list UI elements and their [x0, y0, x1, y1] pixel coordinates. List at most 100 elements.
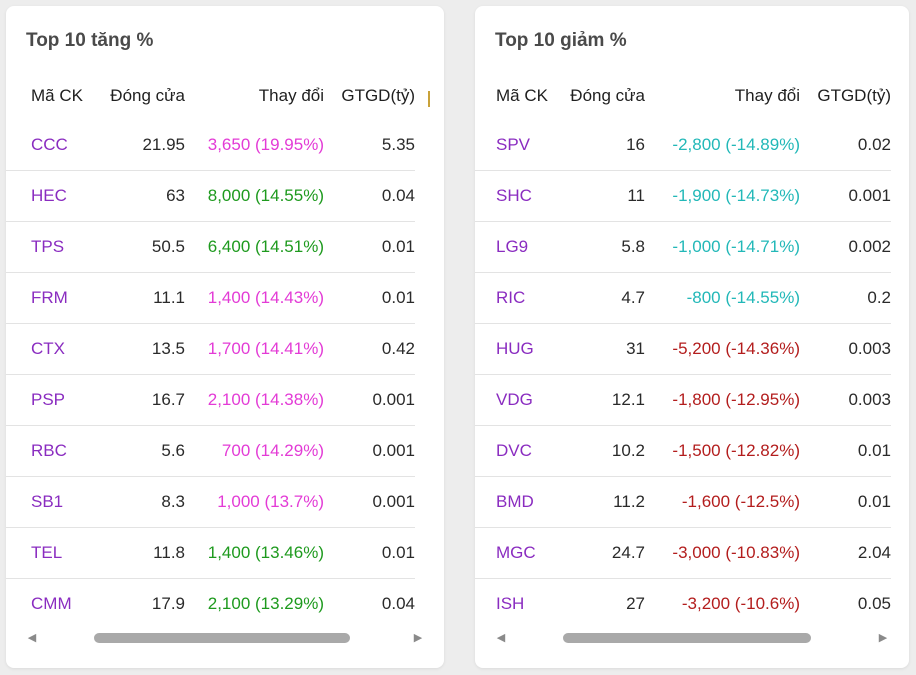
table-row[interactable]: RIC 4.7 -800 (-14.55%) 0.2 [475, 272, 891, 324]
close-price-cell: 27 [560, 578, 645, 629]
change-cell: -1,000 (-14.71%) [645, 221, 800, 273]
caret-left-icon[interactable]: ◀ [496, 632, 506, 644]
symbol-cell[interactable]: LG9 [475, 221, 560, 273]
close-price-cell: 13.5 [99, 323, 185, 375]
table-row[interactable]: ISH 27 -3,200 (-10.6%) 0.05 [475, 578, 891, 629]
change-cell: -5,200 (-14.36%) [645, 323, 800, 375]
horizontal-scrollbar[interactable]: ◀ ▶ [26, 630, 424, 646]
table-row[interactable]: DVC 10.2 -1,500 (-12.82%) 0.01 [475, 425, 891, 477]
column-header-change[interactable]: Thay đổi [734, 86, 800, 105]
change-cell: -3,000 (-10.83%) [645, 527, 800, 579]
symbol-cell[interactable]: CMM [6, 578, 99, 629]
symbol-cell[interactable]: TPS [6, 221, 99, 273]
symbol-cell[interactable]: SB1 [6, 476, 99, 528]
symbol-cell[interactable]: BMD [475, 476, 560, 528]
table-viewport[interactable]: Mã CK Đóng cửa Thay đổi GTGD(tỷ) SPV 16 -2… [475, 72, 909, 630]
table-row[interactable]: SPV 16 -2,800 (-14.89%) 0.02 [475, 120, 891, 171]
change-cell: 8,000 (14.55%) [185, 170, 324, 222]
caret-right-icon[interactable]: ▶ [413, 632, 423, 644]
close-price-cell: 10.2 [560, 425, 645, 477]
table-row[interactable]: FRM 11.1 1,400 (14.43%) 0.01 [6, 272, 415, 324]
trade-value-cell: 0.04 [324, 170, 415, 222]
trade-value-cell: 0.02 [857, 135, 891, 154]
table-row[interactable]: RBC 5.6 700 (14.29%) 0.001 [6, 425, 415, 477]
symbol-cell[interactable]: SHC [475, 170, 560, 222]
change-cell: -2,800 (-14.89%) [672, 135, 800, 154]
column-header-value[interactable]: GTGD(tỷ) [341, 86, 415, 105]
close-price-cell: 11 [560, 170, 645, 222]
scroll-track[interactable] [513, 633, 871, 643]
horizontal-scrollbar[interactable]: ◀ ▶ [495, 630, 889, 646]
symbol-cell[interactable]: ISH [475, 578, 560, 629]
close-price-cell: 12.1 [560, 374, 645, 426]
table-row[interactable]: TEL 11.8 1,400 (13.46%) 0.01 [6, 527, 415, 579]
symbol-cell[interactable]: FRM [6, 272, 99, 324]
symbol-cell[interactable]: DVC [475, 425, 560, 477]
caret-left-icon[interactable]: ◀ [27, 632, 37, 644]
column-header-value[interactable]: GTGD(tỷ) [817, 86, 891, 105]
table-row[interactable]: BMD 11.2 -1,600 (-12.5%) 0.01 [475, 476, 891, 528]
scroll-track[interactable] [44, 633, 406, 643]
symbol-cell[interactable]: PSP [6, 374, 99, 426]
table-row[interactable]: CCC 21.95 3,650 (19.95%) 5.35 [6, 120, 415, 171]
change-cell: 1,400 (13.46%) [185, 527, 324, 579]
symbol-cell[interactable]: VDG [475, 374, 560, 426]
table-row[interactable]: CTX 13.5 1,700 (14.41%) 0.42 [6, 323, 415, 375]
table-row[interactable]: VDG 12.1 -1,800 (-12.95%) 0.003 [475, 374, 891, 426]
close-price-cell: 11.2 [560, 476, 645, 528]
close-price-cell: 16 [626, 135, 645, 154]
trade-value-cell: 0.42 [324, 323, 415, 375]
table-row[interactable]: PSP 16.7 2,100 (14.38%) 0.001 [6, 374, 415, 426]
table-row[interactable]: SB1 8.3 1,000 (13.7%) 0.001 [6, 476, 415, 528]
close-price-cell: 17.9 [99, 578, 185, 629]
table-row[interactable]: MGC 24.7 -3,000 (-10.83%) 2.04 [475, 527, 891, 579]
symbol-cell[interactable]: HUG [475, 323, 560, 375]
column-header-close[interactable]: Đóng cửa [570, 86, 645, 105]
trade-value-cell: 0.01 [800, 425, 891, 477]
change-cell: 6,400 (14.51%) [185, 221, 324, 273]
trade-value-cell: 0.001 [800, 170, 891, 222]
symbol-cell[interactable]: CTX [6, 323, 99, 375]
symbol-cell[interactable]: SPV [496, 135, 531, 154]
table-header-row: Mã CK Đóng cửa Thay đổi GTGD(tỷ) [6, 72, 415, 120]
change-cell: -800 (-14.55%) [645, 272, 800, 324]
table-row[interactable]: HEC 63 8,000 (14.55%) 0.04 [6, 170, 415, 222]
symbol-cell[interactable]: HEC [6, 170, 99, 222]
change-cell: -1,800 (-12.95%) [645, 374, 800, 426]
table-row[interactable]: LG9 5.8 -1,000 (-14.71%) 0.002 [475, 221, 891, 273]
change-cell: -1,500 (-12.82%) [645, 425, 800, 477]
table-row[interactable]: TPS 50.5 6,400 (14.51%) 0.01 [6, 221, 415, 273]
trade-value-cell: 2.04 [800, 527, 891, 579]
trade-value-cell: 0.003 [800, 323, 891, 375]
change-cell: 3,650 (19.95%) [207, 135, 324, 154]
close-price-cell: 4.7 [560, 272, 645, 324]
trade-value-cell: 0.002 [800, 221, 891, 273]
symbol-cell[interactable]: RIC [475, 272, 560, 324]
trade-value-cell: 0.001 [324, 425, 415, 477]
close-price-cell: 63 [99, 170, 185, 222]
table-row[interactable]: HUG 31 -5,200 (-14.36%) 0.003 [475, 323, 891, 375]
change-cell: 1,400 (14.43%) [185, 272, 324, 324]
column-header-symbol[interactable]: Mã CK [496, 86, 548, 105]
caret-right-icon[interactable]: ▶ [878, 632, 888, 644]
column-header-symbol[interactable]: Mã CK [31, 86, 83, 105]
trade-value-cell: 0.05 [800, 578, 891, 629]
change-cell: 1,000 (13.7%) [185, 476, 324, 528]
table-viewport[interactable]: Mã CK Đóng cửa Thay đổi GTGD(tỷ) CCC 21.9… [6, 72, 426, 630]
column-header-close[interactable]: Đóng cửa [110, 86, 185, 105]
symbol-cell[interactable]: RBC [6, 425, 99, 477]
scroll-thumb[interactable] [563, 633, 811, 643]
table-row[interactable]: SHC 11 -1,900 (-14.73%) 0.001 [475, 170, 891, 222]
symbol-cell[interactable]: TEL [6, 527, 99, 579]
trade-value-cell: 0.001 [324, 476, 415, 528]
column-header-change[interactable]: Thay đổi [258, 86, 324, 105]
close-price-cell: 11.8 [99, 527, 185, 579]
scroll-thumb[interactable] [94, 633, 350, 643]
column-edge-marker [428, 91, 430, 107]
table-row[interactable]: CMM 17.9 2,100 (13.29%) 0.04 [6, 578, 415, 629]
trade-value-cell: 0.001 [324, 374, 415, 426]
symbol-cell[interactable]: CCC [31, 135, 68, 154]
symbol-cell[interactable]: MGC [475, 527, 560, 579]
trade-value-cell: 0.2 [800, 272, 891, 324]
gainers-table: Mã CK Đóng cửa Thay đổi GTGD(tỷ) CCC 21.9… [6, 72, 415, 629]
